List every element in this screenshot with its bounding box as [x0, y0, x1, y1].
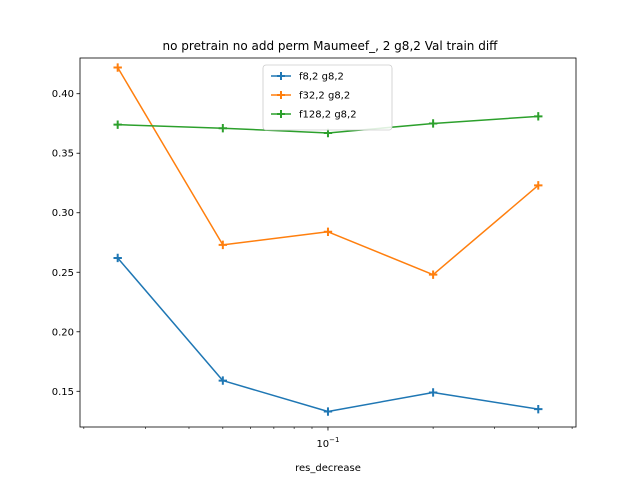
data-point — [534, 181, 543, 190]
y-tick-label: 0.15 — [52, 387, 74, 398]
data-point — [218, 376, 228, 385]
data-point — [428, 119, 438, 128]
y-tick-label: 0.40 — [52, 89, 74, 100]
legend-marker — [277, 72, 285, 80]
data-point — [113, 253, 122, 263]
chart-title: no pretrain no add perm Maumeef_, 2 g8,2… — [163, 39, 499, 53]
data-point — [428, 388, 438, 397]
y-tick-label: 0.30 — [52, 208, 74, 219]
axes-frame — [79, 57, 577, 428]
y-tick-label: 0.25 — [52, 268, 74, 279]
plot-area: 0.15 0.20 0.25 0.30 0.35 0.40 10−1 — [52, 63, 573, 450]
x-axis-title: res_decrease — [295, 463, 361, 474]
legend-label: f32,2 g8,2 — [299, 91, 350, 102]
data-point — [534, 112, 543, 121]
data-point — [534, 404, 543, 414]
data-point — [113, 120, 122, 129]
data-point — [428, 270, 438, 279]
data-point — [323, 227, 333, 236]
legend-label: f128,2 g8,2 — [299, 110, 357, 121]
data-point — [218, 124, 228, 133]
y-tick-label: 0.35 — [52, 149, 74, 160]
data-point — [323, 407, 333, 416]
legend: f8,2 g8,2 f32,2 g8,2 f128,2 g8,2 — [262, 64, 393, 131]
legend-marker — [277, 91, 285, 99]
x-tick-label: 10−1 — [316, 436, 339, 450]
data-point — [113, 63, 122, 72]
legend-box — [262, 64, 393, 131]
data-point — [218, 240, 228, 250]
y-tick-label: 0.20 — [52, 327, 74, 338]
legend-label: f8,2 g8,2 — [299, 72, 344, 83]
legend-marker — [277, 110, 285, 118]
